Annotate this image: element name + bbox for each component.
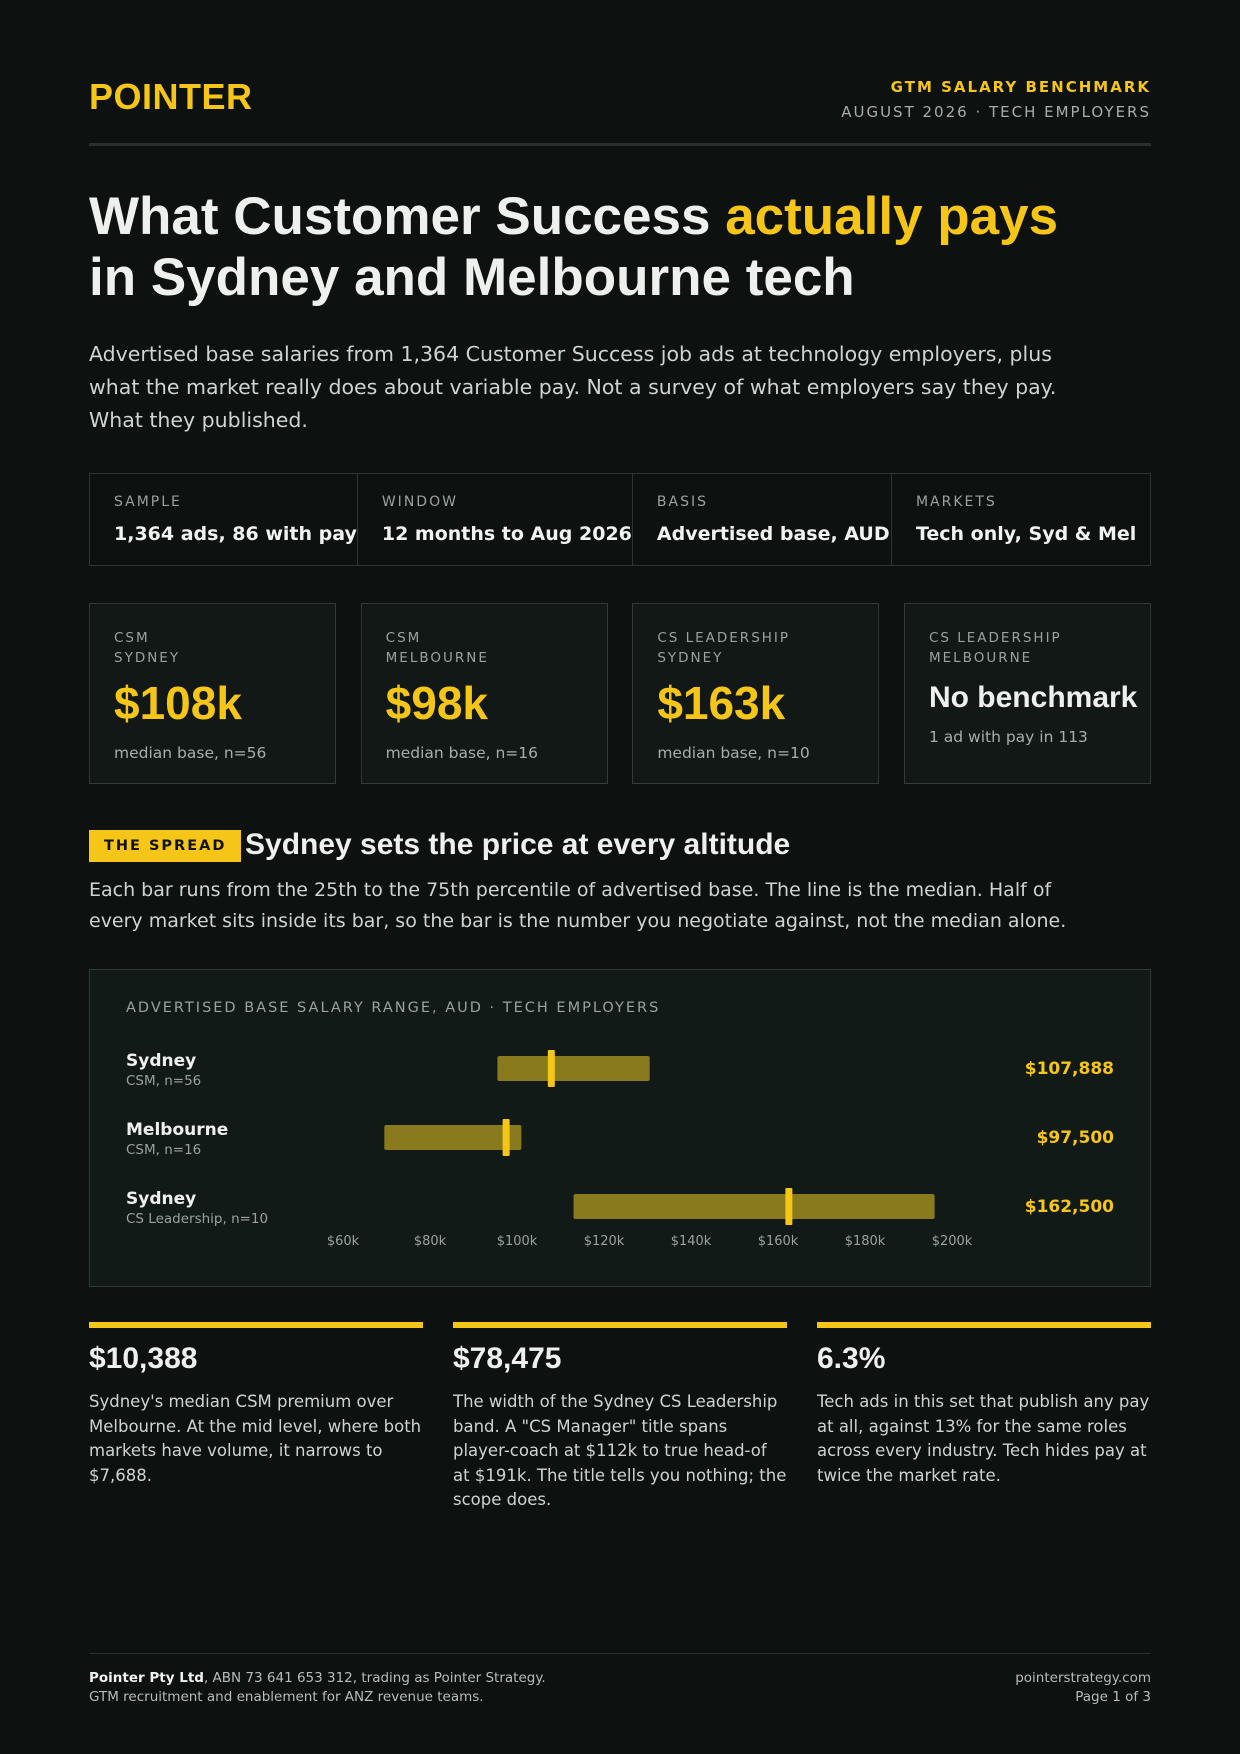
section-tag: THE SPREAD xyxy=(89,830,242,862)
kpi-role: CS LEADERSHIP xyxy=(928,630,1062,646)
x-tick-label: $200k xyxy=(932,1234,973,1249)
meta-label: WINDOW xyxy=(381,494,458,510)
report-kicker: GTM SALARY BENCHMARK xyxy=(890,78,1151,96)
meta-value: 12 months to Aug 2026 xyxy=(381,523,632,545)
footer-company: Pointer Pty Ltd, ABN 73 641 653 312, tra… xyxy=(89,1669,546,1707)
x-tick-label: $100k xyxy=(497,1234,538,1249)
header: POINTER GTM SALARY BENCHMARK AUGUST 2026… xyxy=(89,74,1151,146)
meta-label: BASIS xyxy=(656,494,708,510)
row-label: Melbourne xyxy=(126,1120,228,1140)
meta-basis: BASIS Advertised base, AUD xyxy=(633,474,892,565)
website-link[interactable]: pointerstrategy.com xyxy=(1015,1670,1151,1686)
median-marker xyxy=(547,1050,555,1087)
median-marker xyxy=(785,1188,793,1225)
kpi-label: CSM MELBOURNE xyxy=(386,628,607,668)
kpi-city: MELBOURNE xyxy=(928,650,1033,666)
kpi-card-leadership-melbourne: CS LEADERSHIP MELBOURNE No benchmark 1 ad… xyxy=(903,603,1151,784)
page-number: Page 1 of 3 xyxy=(1075,1689,1151,1705)
kpi-city: MELBOURNE xyxy=(385,650,489,666)
stat-value: $78,475 xyxy=(453,1342,562,1375)
spread-heading: THE SPREAD Sydney sets the price at ever… xyxy=(89,828,1151,868)
chart-title: ADVERTISED BASE SALARY RANGE, AUD · TECH… xyxy=(126,1000,661,1016)
kpi-card-csm-sydney: CSM SYDNEY $108k median base, n=56 xyxy=(89,603,336,784)
median-value-label: $162,500 xyxy=(1025,1197,1114,1217)
median-value-label: $97,500 xyxy=(1037,1128,1115,1148)
logo: POINTER xyxy=(89,76,253,117)
kpi-role: CSM xyxy=(385,630,422,646)
stat-text: Tech ads in this set that publish any pa… xyxy=(817,1392,1150,1485)
meta-sample: SAMPLE 1,364 ads, 86 with pay xyxy=(90,474,358,565)
stat-text: The width of the Sydney CS Leadership ba… xyxy=(453,1392,787,1509)
kpi-city: SYDNEY xyxy=(657,650,724,666)
kpi-note: median base, n=16 xyxy=(385,744,539,762)
kpi-card-leadership-sydney: CS LEADERSHIP SYDNEY $163k median base, n… xyxy=(632,603,880,784)
x-tick-label: $60k xyxy=(327,1234,360,1249)
kpi-label: CSM SYDNEY xyxy=(114,628,335,668)
salary-range-chart: ADVERTISED BASE SALARY RANGE, AUD · TECH… xyxy=(89,969,1151,1287)
footer: Pointer Pty Ltd, ABN 73 641 653 312, tra… xyxy=(89,1653,1151,1705)
stat-text: Sydney's median CSM premium over Melbour… xyxy=(89,1392,422,1485)
row-label: Sydney xyxy=(126,1189,196,1209)
stat-value: 6.3% xyxy=(817,1342,886,1375)
x-tick-label: $160k xyxy=(758,1234,799,1249)
kpi-value: $108k xyxy=(114,677,242,729)
chart-svg: Sydney CSM, n=56 $107,888 Melbourne CSM, n=1… xyxy=(126,1050,1115,1249)
stat-value: $10,388 xyxy=(89,1342,198,1375)
title-highlight: actually pays xyxy=(725,187,1059,246)
iqr-bar xyxy=(384,1125,522,1150)
meta-window: WINDOW 12 months to Aug 2026 xyxy=(358,474,633,565)
kpi-note: 1 ad with pay in 113 xyxy=(928,728,1088,746)
company-details: , ABN 73 641 653 312, trading as Pointer… xyxy=(203,1670,546,1686)
kpi-value: No benchmark xyxy=(928,681,1138,714)
intro-paragraph: Advertised base salaries from 1,364 Cust… xyxy=(89,342,1057,432)
stat-callout: 6.3% Tech ads in this set that publish a… xyxy=(817,1322,1151,1513)
section-title: Sydney sets the price at every altitude xyxy=(245,828,791,861)
median-marker xyxy=(502,1119,510,1156)
company-name: Pointer Pty Ltd xyxy=(89,1670,204,1686)
kpi-label: CS LEADERSHIP MELBOURNE xyxy=(929,628,1150,668)
iqr-bar xyxy=(573,1194,935,1219)
kpi-card-csm-melbourne: CSM MELBOURNE $98k median base, n=16 xyxy=(360,603,608,784)
title-after: in Sydney and Melbourne tech xyxy=(89,248,855,307)
kpi-value: $163k xyxy=(657,677,786,729)
kpi-label: CS LEADERSHIP SYDNEY xyxy=(657,628,878,668)
meta-value: Tech only, Syd & Mel xyxy=(915,523,1137,545)
meta-value: Advertised base, AUD xyxy=(656,523,890,545)
kpi-role: CSM xyxy=(114,630,150,646)
row-sublabel: CS Leadership, n=10 xyxy=(126,1211,268,1227)
iqr-bar xyxy=(497,1056,650,1081)
kpi-role: CS LEADERSHIP xyxy=(657,630,791,646)
meta-strip: SAMPLE 1,364 ads, 86 with pay WINDOW 12 … xyxy=(89,473,1151,566)
meta-markets: MARKETS Tech only, Syd & Mel xyxy=(892,474,1150,565)
company-tagline: GTM recruitment and enablement for ANZ r… xyxy=(89,1689,484,1705)
stat-callouts: $10,388 Sydney's median CSM premium over… xyxy=(89,1322,1151,1513)
meta-label: SAMPLE xyxy=(114,494,182,510)
x-tick-label: $180k xyxy=(845,1234,886,1249)
kpi-cards: CSM SYDNEY $108k median base, n=56 CSM MEL… xyxy=(89,603,1151,784)
kpi-city: SYDNEY xyxy=(114,650,181,666)
row-label: Sydney xyxy=(126,1051,196,1071)
median-value-label: $107,888 xyxy=(1025,1059,1114,1079)
report-subline: AUGUST 2026 · TECH EMPLOYERS xyxy=(841,103,1151,121)
stat-callout: $78,475 The width of the Sydney CS Leade… xyxy=(453,1322,787,1513)
x-tick-label: $80k xyxy=(414,1234,447,1249)
footer-right: pointerstrategy.com Page 1 of 3 xyxy=(1015,1669,1151,1707)
row-sublabel: CSM, n=16 xyxy=(126,1142,201,1158)
kpi-note: median base, n=10 xyxy=(657,744,810,762)
x-tick-label: $140k xyxy=(671,1234,712,1249)
row-sublabel: CSM, n=56 xyxy=(126,1073,201,1089)
title-before: What Customer Success xyxy=(89,187,726,246)
kpi-value: $98k xyxy=(385,677,488,729)
kpi-note: median base, n=56 xyxy=(114,744,267,762)
section-description: Each bar runs from the 25th to the 75th … xyxy=(89,879,1067,932)
x-tick-label: $120k xyxy=(584,1234,625,1249)
page: POINTER GTM SALARY BENCHMARK AUGUST 2026… xyxy=(89,0,1151,1754)
page-title: What Customer Success actually pays in S… xyxy=(89,186,1089,308)
header-meta: GTM SALARY BENCHMARK AUGUST 2026 · TECH … xyxy=(841,78,1151,121)
meta-value: 1,364 ads, 86 with pay xyxy=(114,523,357,545)
meta-label: MARKETS xyxy=(915,494,997,510)
stat-callout: $10,388 Sydney's median CSM premium over… xyxy=(89,1322,423,1513)
